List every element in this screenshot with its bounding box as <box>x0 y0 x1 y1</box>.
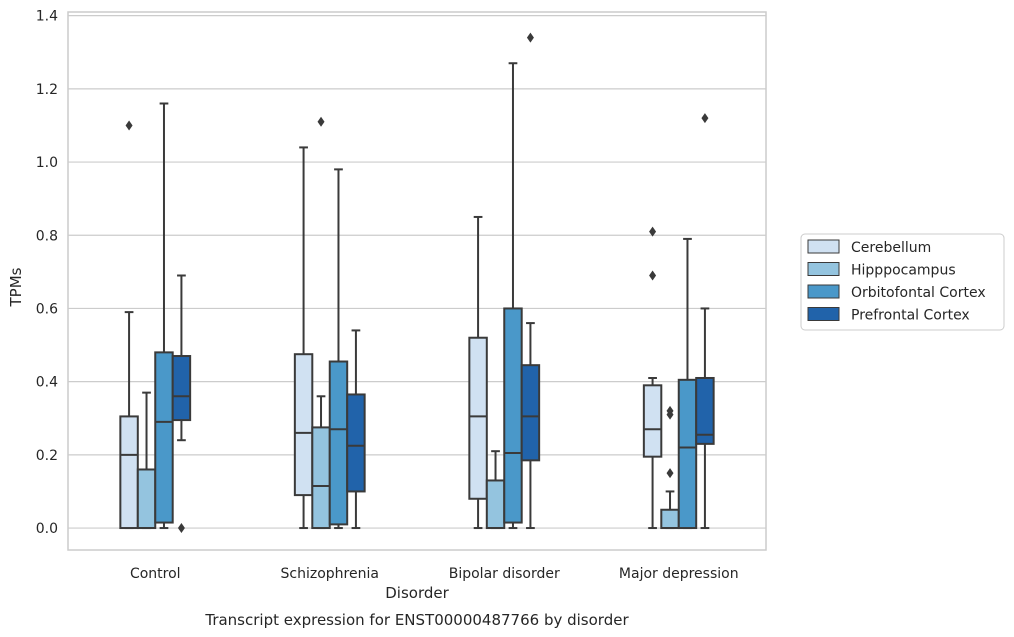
box-hipppocampus <box>660 405 680 530</box>
x-tick-label: Control <box>130 566 181 582</box>
outlier-point <box>649 270 657 281</box>
box-body <box>311 426 331 530</box>
y-tick-label: 1.2 <box>36 82 58 98</box>
box-body <box>695 376 715 445</box>
y-tick-label: 0.0 <box>36 521 58 537</box>
box-body <box>503 307 523 524</box>
box-hipppocampus <box>311 116 331 530</box>
y-tick-label: 0.8 <box>36 228 58 244</box>
box-prefrontal-cortex <box>346 329 366 530</box>
box-cerebellum <box>293 146 314 530</box>
x-axis-ticks: Control Schizophrenia Bipolar disorder Majo… <box>130 566 739 582</box>
outlier-point <box>317 116 325 127</box>
box-hipppocampus <box>136 391 157 530</box>
box-body <box>293 353 314 497</box>
box-orbitofontal-cortex <box>328 168 349 530</box>
y-tick-label: 1.4 <box>36 9 58 25</box>
box-body <box>328 360 349 526</box>
legend-label: Cerebellum <box>851 240 931 256</box>
x-axis-label: Disorder <box>385 584 449 602</box>
box-prefrontal-cortex <box>520 32 541 530</box>
x-tick-label: Major depression <box>619 566 739 582</box>
outlier-point <box>526 32 534 43</box>
box-body <box>119 415 139 530</box>
chart-caption: Transcript expression for ENST0000048776… <box>204 611 629 629</box>
box-orbitofontal-cortex <box>503 62 523 530</box>
legend-frame <box>800 233 1005 331</box>
legend-swatch <box>807 307 840 321</box>
y-tick-label: 0.6 <box>36 301 58 317</box>
box-cerebellum <box>119 120 139 530</box>
box-body <box>677 378 698 530</box>
box-body <box>136 468 157 530</box>
box-body <box>642 384 663 458</box>
box-prefrontal-cortex <box>171 274 192 534</box>
box-body <box>468 336 488 500</box>
legend-swatch <box>807 239 840 254</box>
legend-label: Prefrontal Cortex <box>851 308 970 324</box>
box-cerebellum <box>468 215 488 530</box>
box-body <box>520 364 541 462</box>
outlier-point <box>649 226 657 237</box>
legend-swatch <box>807 262 840 276</box>
box-body <box>346 393 366 493</box>
outlier-point <box>666 405 674 416</box>
y-tick-label: 1.0 <box>36 155 58 171</box>
box-orbitofontal-cortex <box>154 102 174 530</box>
outlier-point <box>701 113 709 124</box>
legend-label: Orbitofontal Cortex <box>851 285 986 301</box>
x-tick-label: Schizophrenia <box>281 566 379 582</box>
y-axis-label: TPMs <box>7 267 25 307</box>
box-orbitofontal-cortex <box>677 237 698 530</box>
box-hipppocampus <box>485 450 506 530</box>
plot-frame <box>67 11 767 551</box>
legend: Cerebellum Hipppocampus Orbitofontal Corte… <box>800 233 1005 331</box>
legend-label: Hipppocampus <box>851 263 956 279</box>
box-body <box>485 479 506 530</box>
y-tick-label: 0.2 <box>36 448 58 464</box>
box-body <box>154 351 174 524</box>
outlier-point <box>666 468 674 479</box>
box-prefrontal-cortex <box>695 113 715 530</box>
outlier-point <box>125 120 133 131</box>
box-plot-area <box>119 32 715 534</box>
box-body <box>660 508 680 530</box>
y-axis-ticks: 0.0 0.2 0.4 0.6 0.8 1.0 1.2 1.4 <box>36 9 58 537</box>
box-cerebellum <box>642 226 663 530</box>
box-body <box>171 355 192 422</box>
legend-swatch <box>807 284 840 299</box>
y-tick-label: 0.4 <box>36 375 58 391</box>
x-tick-label: Bipolar disorder <box>449 566 560 582</box>
outlier-point <box>177 523 185 534</box>
